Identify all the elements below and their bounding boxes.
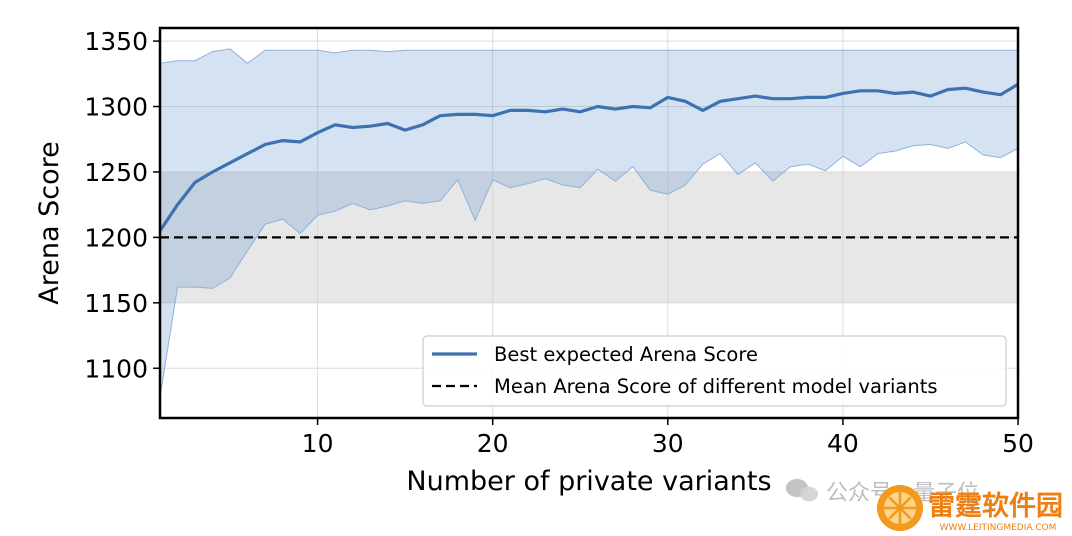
- brand-name: 雷霆软件园: [928, 491, 1063, 522]
- legend-label-mean: Mean Arena Score of different model vari…: [494, 375, 938, 398]
- wechat-icon: [786, 479, 818, 502]
- brand-url: WWW.LEITINGMEDIA.COM: [940, 523, 1057, 533]
- plot-frame: [158, 26, 1020, 420]
- legend-label-best: Best expected Arena Score: [494, 343, 758, 366]
- x-tick-label: 10: [302, 429, 334, 458]
- legend: Best expected Arena Score Mean Arena Sco…: [422, 335, 1007, 407]
- watermark: 公众号 · 量子位 雷霆软件园 WWW.LEITINGMEDIA.COM: [786, 479, 1063, 533]
- orange-logo-icon: [877, 485, 923, 531]
- y-axis-label: Arena Score: [34, 141, 65, 304]
- x-tick-label: 20: [477, 429, 509, 458]
- best-score-line: [160, 82, 1018, 232]
- confidence-band: [160, 48, 1018, 398]
- x-tick-label: 30: [652, 429, 684, 458]
- y-tick-label: 1100: [84, 354, 148, 383]
- x-tick-label: 50: [1002, 429, 1034, 458]
- legend-box: [422, 335, 1007, 407]
- y-tick-label: 1150: [84, 289, 148, 318]
- x-tick-label: 40: [827, 429, 859, 458]
- y-tick-label: 1250: [84, 158, 148, 187]
- y-tick-label: 1350: [84, 27, 148, 56]
- ticks: 10 20 30 40 50 1100 1150 1200 1250 1300 1350: [84, 27, 1034, 458]
- y-tick-label: 1300: [84, 93, 148, 122]
- x-axis-label: Number of private variants: [406, 466, 771, 497]
- y-tick-label: 1200: [84, 223, 148, 252]
